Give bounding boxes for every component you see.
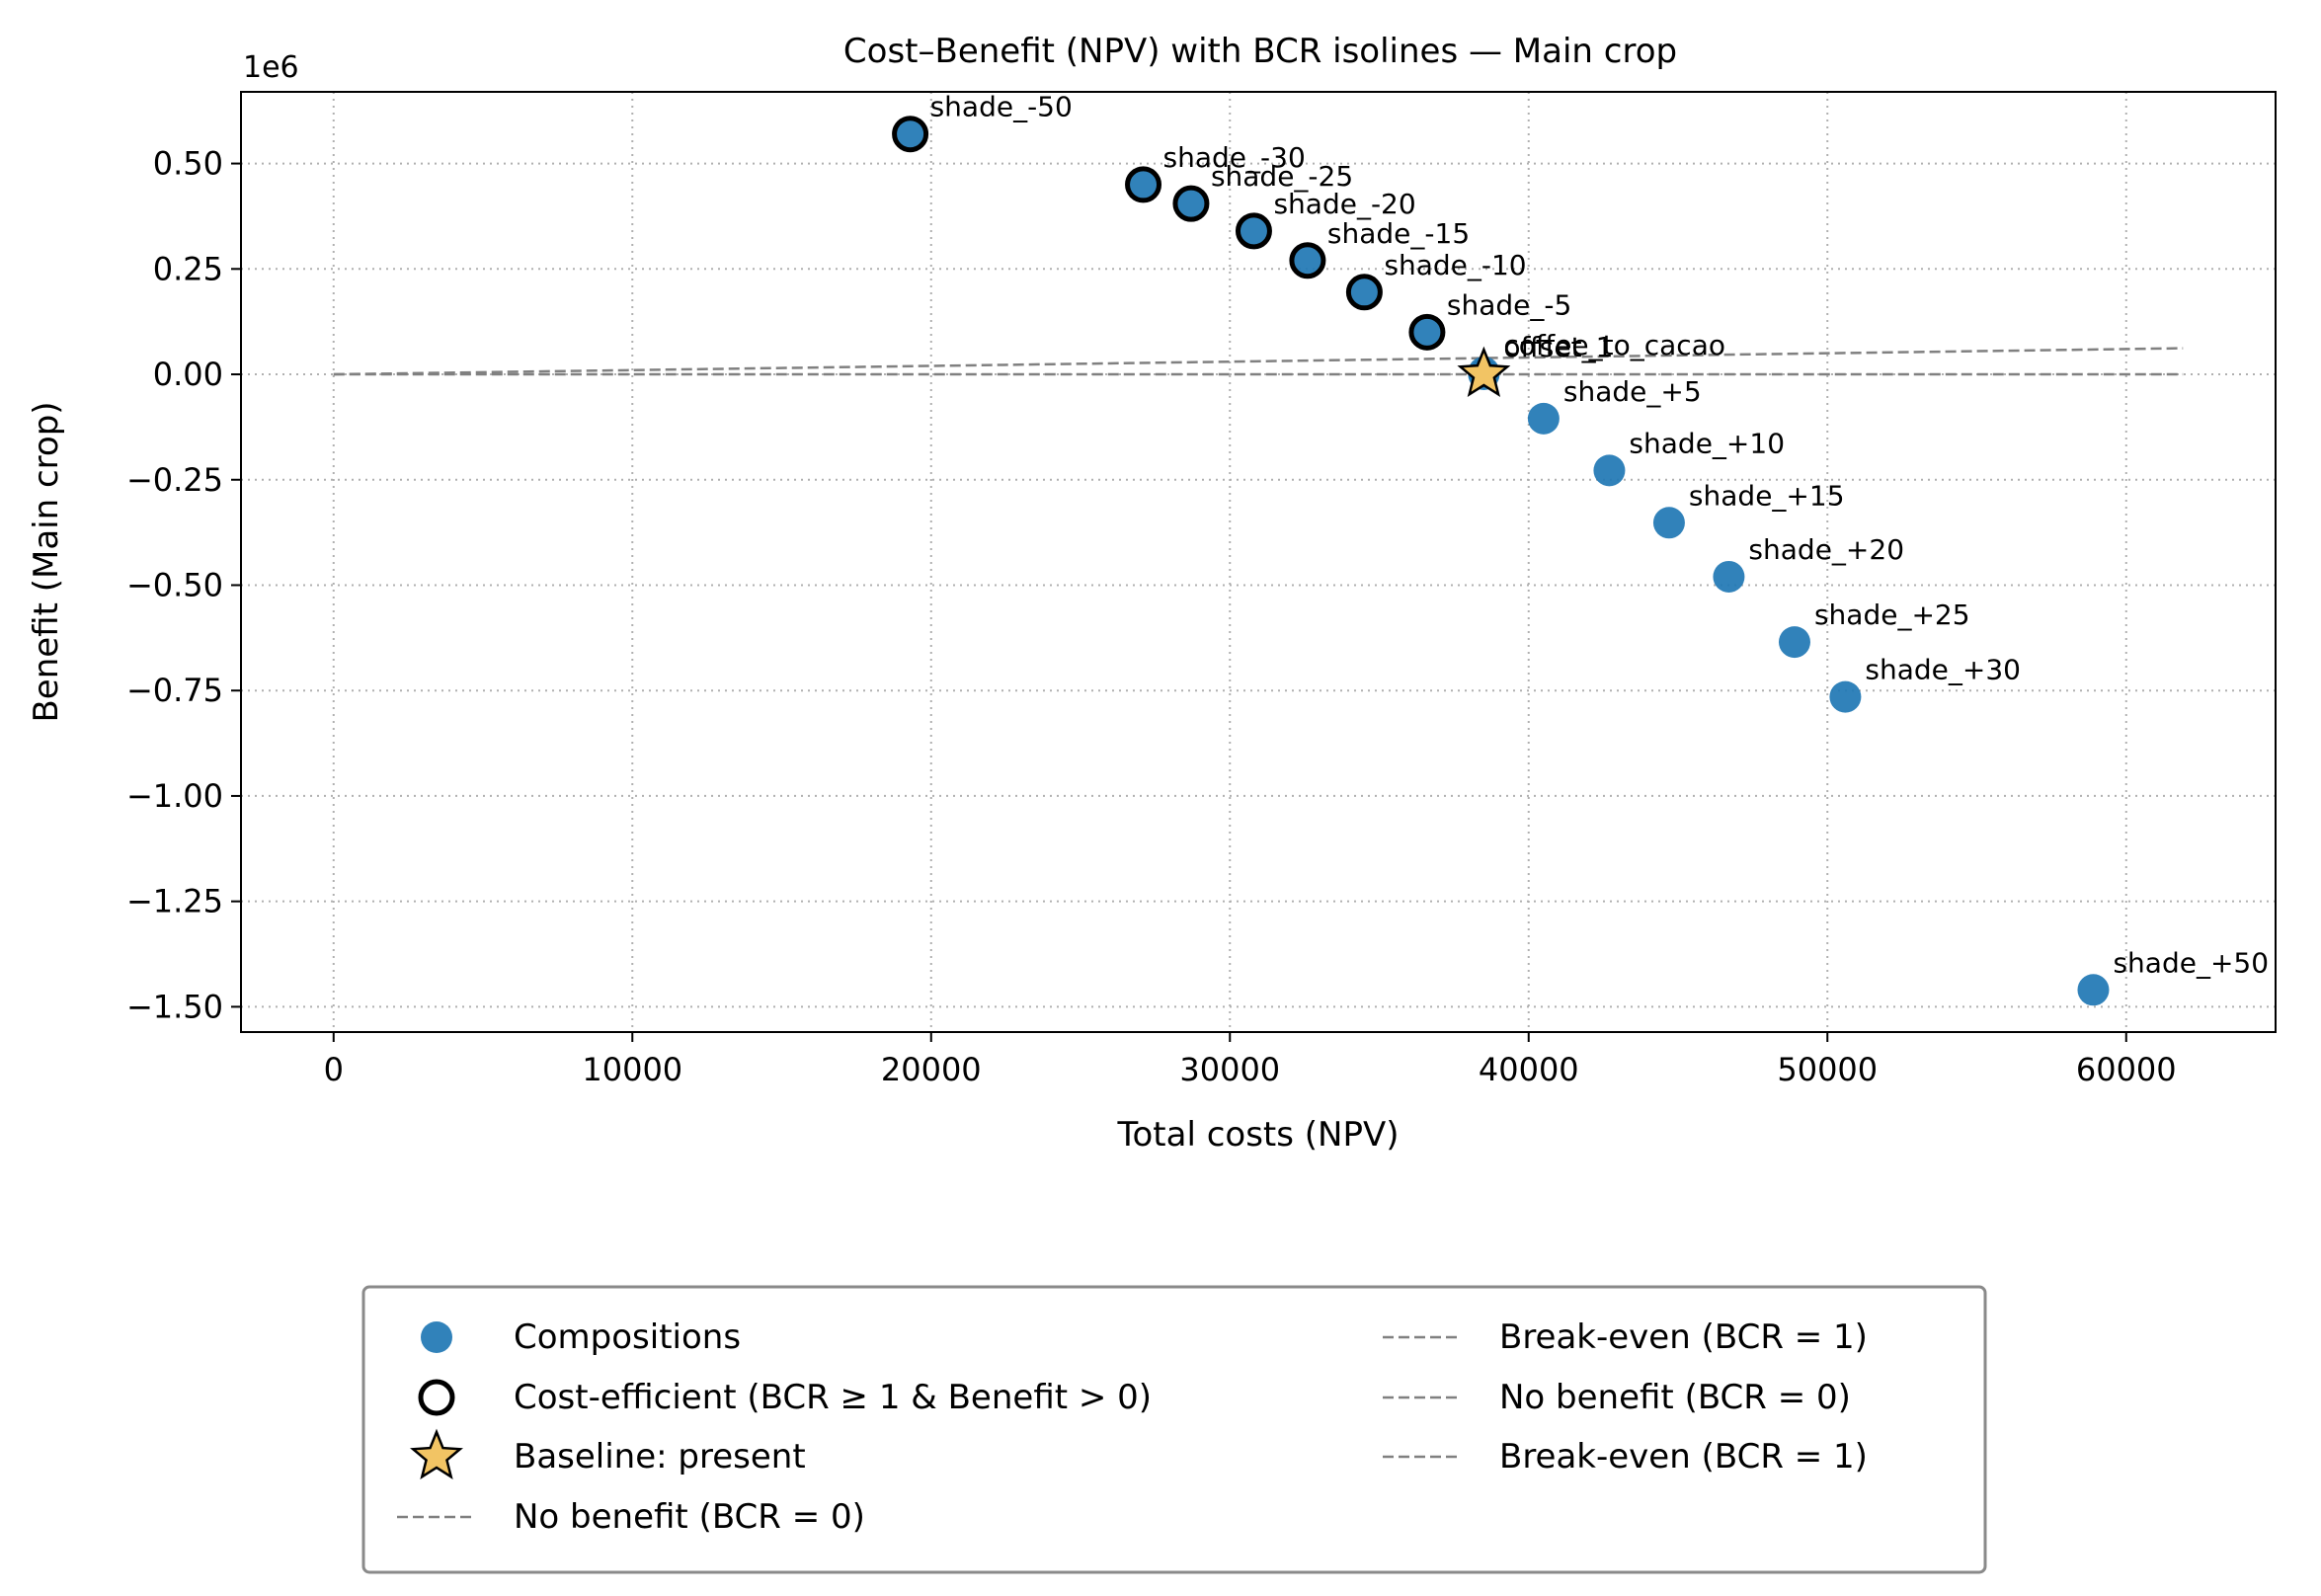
point-label: shade_+50 bbox=[2113, 946, 2269, 979]
isolines bbox=[333, 347, 2184, 376]
legend-entry-label: No benefit (BCR = 0) bbox=[1499, 1378, 1851, 1417]
x-tick-label: 60000 bbox=[2076, 1051, 2177, 1088]
x-axis-label: Total costs (NPV) bbox=[1117, 1115, 1400, 1155]
x-tick-label: 40000 bbox=[1479, 1051, 1579, 1088]
point-label: shade_+25 bbox=[1814, 598, 1970, 631]
legend-entry-label: Baseline: present bbox=[514, 1437, 806, 1476]
x-tick-label: 10000 bbox=[582, 1051, 682, 1088]
y-tick-label: −0.75 bbox=[126, 672, 223, 709]
point-shade_+10 bbox=[1593, 454, 1626, 487]
point-label: shade_-15 bbox=[1327, 217, 1470, 250]
point-shade_-15 bbox=[1289, 242, 1326, 279]
point-shade_+15 bbox=[1652, 507, 1685, 539]
y-offset-label: 1e6 bbox=[243, 50, 299, 85]
point-labels: shade_-50shade_-30shade_-25shade_-20shad… bbox=[930, 91, 2269, 980]
legend-entry-label: Break-even (BCR = 1) bbox=[1499, 1437, 1868, 1476]
point-shade_+50 bbox=[2077, 974, 2110, 1006]
x-axis-ticks: 0 10000 20000 30000 40000 50000 60000 bbox=[324, 1032, 2177, 1088]
y-tick-label: −1.25 bbox=[126, 883, 223, 920]
point-label: shade_+5 bbox=[1563, 375, 1702, 408]
point-shade_-20 bbox=[1235, 212, 1272, 250]
x-tick-label: 20000 bbox=[881, 1051, 982, 1088]
point-shade_-50 bbox=[892, 116, 929, 153]
point-label: shade_+30 bbox=[1865, 654, 2021, 686]
point-label: offset_1 bbox=[1503, 331, 1613, 363]
legend-entry-label: Cost-efficient (BCR ≥ 1 & Benefit > 0) bbox=[514, 1378, 1152, 1417]
point-shade_-25 bbox=[1172, 185, 1210, 222]
plot-frame bbox=[240, 91, 2277, 1033]
point-label: coffee_to_cacao bbox=[1503, 329, 1725, 361]
chart-title: Cost–Benefit (NPV) with BCR isolines — M… bbox=[843, 32, 1677, 71]
y-tick-label: −1.00 bbox=[126, 777, 223, 815]
y-axis-label: Benefit (Main crop) bbox=[27, 401, 66, 722]
baseline-star bbox=[1457, 346, 1511, 397]
point-shade_+30 bbox=[1829, 680, 1862, 713]
point-shade_+20 bbox=[1713, 560, 1745, 593]
point-label: shade_-10 bbox=[1384, 249, 1526, 281]
y-tick-label: −1.50 bbox=[126, 988, 223, 1025]
point-label: shade_+10 bbox=[1629, 427, 1785, 459]
y-tick-label: 0.50 bbox=[153, 145, 223, 183]
point-label: shade_-25 bbox=[1211, 160, 1353, 193]
legend-marker-baseline bbox=[410, 1428, 463, 1479]
y-tick-label: 0.00 bbox=[153, 356, 223, 393]
point-shade_-30 bbox=[1125, 166, 1162, 203]
point-shade_+25 bbox=[1778, 626, 1810, 659]
legend-entry-label: Break-even (BCR = 1) bbox=[1499, 1317, 1868, 1357]
x-tick-label: 30000 bbox=[1179, 1051, 1280, 1088]
point-label: shade_+15 bbox=[1689, 479, 1845, 512]
legend-frame bbox=[361, 1285, 1987, 1574]
point-label: shade_-30 bbox=[1163, 141, 1306, 174]
points bbox=[892, 116, 2110, 1006]
legend-marker-efficient bbox=[418, 1379, 455, 1416]
y-tick-label: −0.50 bbox=[126, 566, 223, 603]
y-tick-label: 0.25 bbox=[153, 250, 223, 287]
x-tick-label: 50000 bbox=[1777, 1051, 1878, 1088]
point-shade_-10 bbox=[1345, 274, 1383, 311]
point-shade_+5 bbox=[1527, 402, 1560, 435]
legend-entry-label: Compositions bbox=[514, 1317, 741, 1357]
x-tick-label: 0 bbox=[324, 1051, 344, 1088]
isoline-0 bbox=[333, 347, 2184, 376]
point-shade_-5 bbox=[1408, 313, 1446, 351]
y-tick-label: −0.25 bbox=[126, 461, 223, 499]
y-axis-ticks: 0.50 0.25 0.00 −0.25 −0.50 −0.75 −1.00 −1.25 −1.… bbox=[126, 145, 241, 1025]
legend: Compositions Cost-efficient (BCR ≥ 1 & Be… bbox=[361, 1285, 1987, 1574]
legend-marker-composition bbox=[421, 1321, 452, 1353]
point-label: shade_+20 bbox=[1748, 533, 1904, 566]
point-label: shade_-50 bbox=[930, 91, 1073, 123]
point-label: shade_-5 bbox=[1447, 288, 1571, 321]
point-label: shade_-20 bbox=[1273, 188, 1415, 220]
legend-entry-label: No benefit (BCR = 0) bbox=[514, 1497, 865, 1537]
